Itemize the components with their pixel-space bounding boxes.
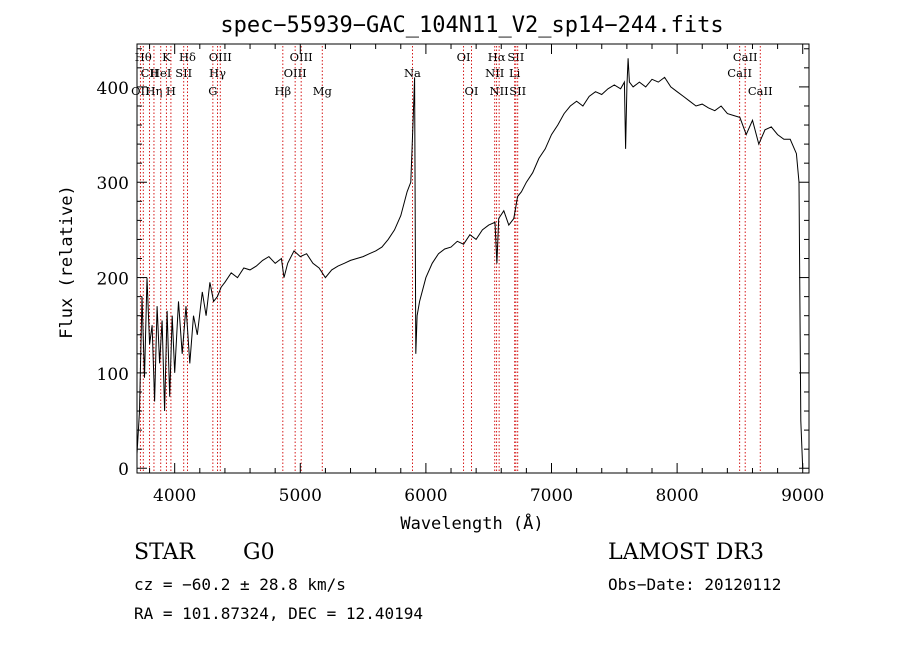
line-marker-label: OI bbox=[465, 84, 479, 98]
y-axis-label: Flux (relative) bbox=[57, 185, 77, 339]
line-marker-label: SII bbox=[509, 84, 526, 98]
y-tick-label: 200 bbox=[97, 270, 129, 290]
coordinates: RA = 101.87324, DEC = 12.40194 bbox=[134, 604, 423, 623]
line-marker-label: CII bbox=[141, 66, 159, 80]
line-marker-label: Hβ bbox=[274, 84, 291, 98]
line-marker-label: HeI bbox=[150, 66, 171, 80]
line-marker-label: NII bbox=[485, 66, 504, 80]
plot-frame bbox=[136, 43, 810, 474]
chart-title: spec−55939−GAC_104N11_V2_sp14−244.fits bbox=[220, 13, 723, 38]
axis-ticks: 4000 5000 6000 7000 8000 9000 0 100 200 300 400 bbox=[97, 44, 824, 506]
x-tick-label: 5000 bbox=[279, 486, 322, 506]
obs-date: Obs−Date: 20120112 bbox=[608, 575, 782, 594]
line-marker-label: Hα bbox=[488, 50, 506, 64]
x-tick-label: 8000 bbox=[655, 486, 698, 506]
spectrum-line bbox=[136, 58, 804, 469]
x-tick-label: 9000 bbox=[781, 486, 824, 506]
line-markers: Hθ OII CII Hη HeI K H SII Hδ G Hγ OIII Hβ OIII OIII Mg N… bbox=[131, 46, 773, 473]
redshift-text: cz = −60.2 ± 28.8 km/s bbox=[134, 575, 346, 594]
line-marker-label: Hγ bbox=[209, 66, 226, 80]
line-marker-label: Na bbox=[404, 66, 421, 80]
line-marker-label: OIII bbox=[290, 50, 313, 64]
y-tick-label: 100 bbox=[97, 365, 129, 385]
line-marker-label: CaII bbox=[748, 84, 773, 98]
line-marker-label: G bbox=[208, 84, 217, 98]
object-class: STAR bbox=[134, 540, 195, 565]
line-marker-label: CaII bbox=[733, 50, 758, 64]
line-marker-label: SII bbox=[507, 50, 524, 64]
line-marker-label: Hη bbox=[145, 84, 162, 98]
line-marker-label: Hδ bbox=[179, 50, 196, 64]
object-subclass: G0 bbox=[243, 540, 275, 565]
x-tick-label: 4000 bbox=[153, 486, 196, 506]
line-marker-label: OIII bbox=[209, 50, 232, 64]
line-marker-label: OII bbox=[131, 84, 150, 98]
x-tick-label: 6000 bbox=[404, 486, 447, 506]
line-marker-label: OIII bbox=[284, 66, 307, 80]
line-marker-label: CaII bbox=[727, 66, 752, 80]
line-marker-label: Li bbox=[509, 66, 521, 80]
y-tick-label: 400 bbox=[97, 79, 129, 99]
line-marker-label: K bbox=[162, 50, 171, 64]
y-tick-label: 300 bbox=[97, 174, 129, 194]
y-tick-label: 0 bbox=[118, 460, 129, 480]
survey-name: LAMOST DR3 bbox=[608, 540, 764, 565]
line-marker-label: Mg bbox=[313, 84, 333, 98]
x-axis-label: Wavelength (Å) bbox=[400, 512, 543, 534]
line-marker-label: Hθ bbox=[135, 50, 152, 64]
line-marker-label: OI bbox=[457, 50, 471, 64]
line-marker-label: H bbox=[166, 84, 176, 98]
line-marker-label: SII bbox=[175, 66, 192, 80]
line-marker-label: NII bbox=[490, 84, 509, 98]
x-tick-label: 7000 bbox=[530, 486, 573, 506]
